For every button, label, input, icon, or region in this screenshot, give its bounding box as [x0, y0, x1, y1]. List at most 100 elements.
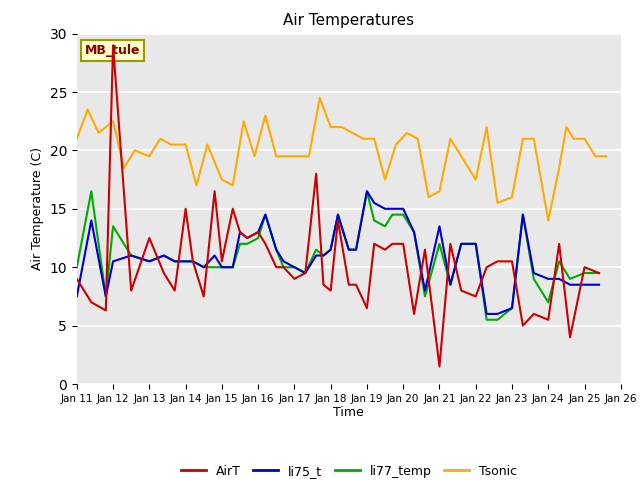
li75_t — [262, 212, 269, 217]
Tsonic — [371, 136, 378, 142]
li75_t — [200, 264, 207, 270]
li75_t — [595, 282, 603, 288]
Tsonic — [414, 136, 422, 142]
li77_temp — [189, 258, 196, 264]
Tsonic — [240, 118, 248, 124]
AirT — [556, 241, 563, 247]
Tsonic — [338, 124, 346, 130]
AirT — [145, 235, 153, 241]
li77_temp — [182, 258, 189, 264]
AirT — [580, 264, 588, 270]
AirT — [545, 317, 552, 323]
AirT — [102, 308, 109, 313]
li75_t — [483, 311, 490, 317]
li75_t — [109, 258, 117, 264]
Y-axis label: Air Temperature (C): Air Temperature (C) — [31, 147, 44, 270]
li75_t — [472, 241, 479, 247]
AirT — [399, 241, 407, 247]
AirT — [595, 270, 603, 276]
Tsonic — [73, 136, 81, 142]
li77_temp — [352, 247, 360, 252]
li77_temp — [436, 241, 444, 247]
li75_t — [388, 206, 396, 212]
AirT — [519, 323, 527, 328]
Tsonic — [167, 142, 175, 147]
li75_t — [312, 252, 320, 258]
li77_temp — [88, 188, 95, 194]
Tsonic — [84, 107, 92, 112]
Tsonic — [360, 136, 367, 142]
li75_t — [519, 212, 527, 217]
Text: MB_tule: MB_tule — [85, 44, 140, 57]
li75_t — [410, 229, 418, 235]
li77_temp — [254, 235, 262, 241]
li77_temp — [399, 212, 407, 217]
AirT — [171, 288, 179, 293]
li75_t — [319, 252, 327, 258]
AirT — [312, 171, 320, 177]
Tsonic — [284, 154, 291, 159]
AirT — [301, 270, 309, 276]
AirT — [182, 206, 189, 212]
Tsonic — [580, 136, 588, 142]
Title: Air Temperatures: Air Temperatures — [284, 13, 414, 28]
li77_temp — [301, 270, 309, 276]
AirT — [236, 229, 244, 235]
li77_temp — [229, 264, 237, 270]
li77_temp — [410, 229, 418, 235]
Tsonic — [327, 124, 335, 130]
li77_temp — [371, 217, 378, 223]
li77_temp — [421, 293, 429, 300]
li77_temp — [218, 264, 226, 270]
AirT — [73, 276, 81, 282]
Tsonic — [392, 142, 400, 147]
li77_temp — [388, 212, 396, 217]
AirT — [472, 293, 479, 300]
AirT — [200, 293, 207, 300]
li77_temp — [566, 276, 574, 282]
Tsonic — [182, 142, 189, 147]
AirT — [243, 235, 251, 241]
Tsonic — [204, 142, 211, 147]
li75_t — [421, 288, 429, 293]
li77_temp — [363, 188, 371, 194]
li75_t — [127, 252, 135, 258]
Tsonic — [472, 177, 479, 182]
Tsonic — [519, 136, 527, 142]
AirT — [410, 311, 418, 317]
Tsonic — [145, 154, 153, 159]
Line: Tsonic: Tsonic — [77, 98, 606, 220]
li77_temp — [236, 241, 244, 247]
li75_t — [334, 212, 342, 217]
Tsonic — [251, 154, 259, 159]
Tsonic — [483, 124, 490, 130]
AirT — [319, 282, 327, 288]
Tsonic — [131, 147, 139, 153]
Tsonic — [262, 112, 269, 118]
li77_temp — [273, 247, 280, 252]
li77_temp — [319, 252, 327, 258]
Tsonic — [349, 130, 356, 136]
li77_temp — [381, 223, 389, 229]
li77_temp — [327, 247, 335, 252]
AirT — [363, 305, 371, 311]
li75_t — [160, 252, 168, 258]
li77_temp — [519, 212, 527, 217]
li77_temp — [291, 264, 298, 270]
li75_t — [273, 247, 280, 252]
Tsonic — [109, 118, 117, 124]
li75_t — [399, 206, 407, 212]
li77_temp — [200, 264, 207, 270]
li75_t — [545, 276, 552, 282]
AirT — [483, 264, 490, 270]
li75_t — [218, 264, 226, 270]
li77_temp — [483, 317, 490, 323]
Tsonic — [570, 136, 577, 142]
X-axis label: Time: Time — [333, 407, 364, 420]
AirT — [273, 264, 280, 270]
li77_temp — [530, 276, 538, 282]
AirT — [508, 258, 516, 264]
AirT — [458, 288, 465, 293]
Tsonic — [545, 217, 552, 223]
li75_t — [566, 282, 574, 288]
